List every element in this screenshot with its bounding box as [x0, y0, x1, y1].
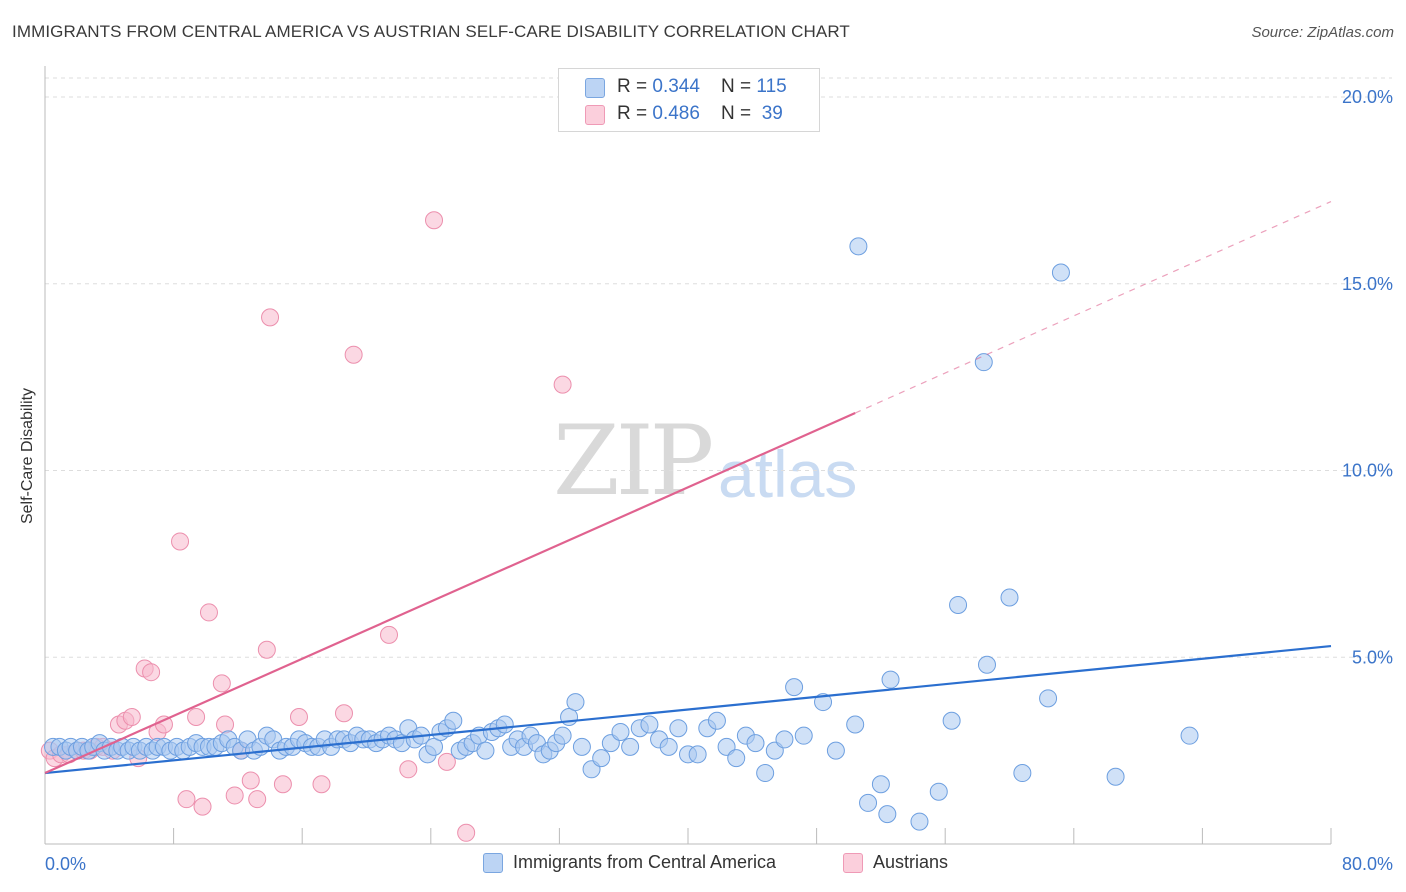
central-america-point [566, 693, 585, 712]
austrians-point [187, 708, 206, 727]
legend-n-label: N = [721, 103, 757, 124]
central-america-point [826, 741, 845, 760]
austrians-trend-line-extension [854, 201, 1332, 414]
y-tick-label: 10.0% [1342, 461, 1393, 481]
legend-swatch-pink [585, 105, 605, 125]
austrians-point [193, 797, 212, 816]
central-america-point [910, 812, 929, 831]
central-america-point [929, 782, 948, 801]
legend-r-value: 0.486 [652, 103, 700, 124]
central-america-point [621, 737, 640, 756]
legend-r-value: 0.344 [652, 76, 700, 97]
central-america-point [846, 715, 865, 734]
legend-text-pink: R = 0.486 N = 39 [617, 103, 783, 125]
austrians-point [425, 211, 444, 230]
central-america-point [1106, 767, 1125, 786]
austrians-point [553, 375, 572, 394]
bottom-legend-label: Immigrants from Central America [513, 852, 777, 872]
central-america-point [553, 726, 572, 745]
austrians-point [225, 786, 244, 805]
legend-n-value: 115 [756, 76, 787, 97]
legend-n-value: 39 [756, 103, 783, 124]
central-america-point [871, 775, 890, 794]
central-america-point [878, 805, 897, 824]
central-america-point [1051, 263, 1070, 282]
central-america-point [592, 749, 611, 768]
central-america-point [942, 711, 961, 730]
austrians-point [344, 345, 363, 364]
austrians-point [122, 708, 141, 727]
austrians-point [261, 308, 280, 327]
austrians-point [289, 708, 308, 727]
watermark-zip: ZIP [553, 405, 714, 517]
legend-swatch-blue [585, 78, 605, 98]
watermark-atlas: atlas [718, 437, 858, 511]
central-america-point [974, 353, 993, 372]
legend-r-label: R = [617, 76, 653, 97]
austrians-point [142, 663, 161, 682]
austrians-point [212, 674, 231, 693]
central-america-point [1039, 689, 1058, 708]
central-america-point [746, 734, 765, 753]
central-america-point [977, 655, 996, 674]
correlation-legend: R = 0.344 N = 115 R = 0.486 N = 39 [558, 68, 820, 132]
central-america-point [859, 793, 878, 812]
central-america-point [756, 764, 775, 783]
austrians-point [241, 771, 260, 790]
central-america-point [775, 730, 794, 749]
y-tick-label: 20.0% [1342, 87, 1393, 107]
austrians-point [273, 775, 292, 794]
central-america-point [949, 595, 968, 614]
austrians-point [248, 790, 267, 809]
austrians-point [257, 640, 276, 659]
austrians-point [171, 532, 190, 551]
central-america-point [727, 749, 746, 768]
y-tick-label: 5.0% [1352, 647, 1393, 667]
central-america-point [794, 726, 813, 745]
austrians-trend-line [44, 412, 856, 775]
austrians-point [380, 625, 399, 644]
central-america-point [881, 670, 900, 689]
austrians-point [199, 603, 218, 622]
central-america-point [659, 737, 678, 756]
central-america-point [688, 745, 707, 764]
x-tick-label: 0.0% [45, 854, 86, 874]
central-america-point [814, 693, 833, 712]
central-america-point [849, 237, 868, 256]
central-america-point [1013, 764, 1032, 783]
central-america-point [444, 711, 463, 730]
legend-n-label: N = [721, 76, 757, 97]
central-america-point [425, 737, 444, 756]
chart-title: IMMIGRANTS FROM CENTRAL AMERICA VS AUSTR… [12, 22, 850, 41]
chart-source: Source: ZipAtlas.com [1251, 24, 1394, 41]
x-tick-label: 80.0% [1342, 854, 1393, 874]
austrians-point [312, 775, 331, 794]
austrians-point [216, 715, 235, 734]
central-america-point [785, 678, 804, 697]
central-america-point [669, 719, 688, 738]
austrians-point [399, 760, 418, 779]
central-america-point [611, 722, 630, 741]
central-america-point [640, 715, 659, 734]
bottom-legend-label: Austrians [873, 852, 949, 872]
bottom-legend-swatch-pink [843, 853, 863, 873]
central-america-point [476, 741, 495, 760]
bottom-legend-swatch-blue [483, 853, 503, 873]
austrians-point [457, 823, 476, 842]
central-america-point [1180, 726, 1199, 745]
austrians-point [334, 704, 353, 723]
austrians-point [437, 752, 456, 771]
central-america-point [495, 715, 514, 734]
central-america-trend-line [44, 644, 1332, 775]
austrians-point [177, 790, 196, 809]
y-tick-label: 15.0% [1342, 274, 1393, 294]
central-america-point [1000, 588, 1019, 607]
legend-r-label: R = [617, 103, 653, 124]
legend-text-blue: R = 0.344 N = 115 [617, 76, 787, 98]
central-america-point [707, 711, 726, 730]
central-america-point [572, 737, 591, 756]
